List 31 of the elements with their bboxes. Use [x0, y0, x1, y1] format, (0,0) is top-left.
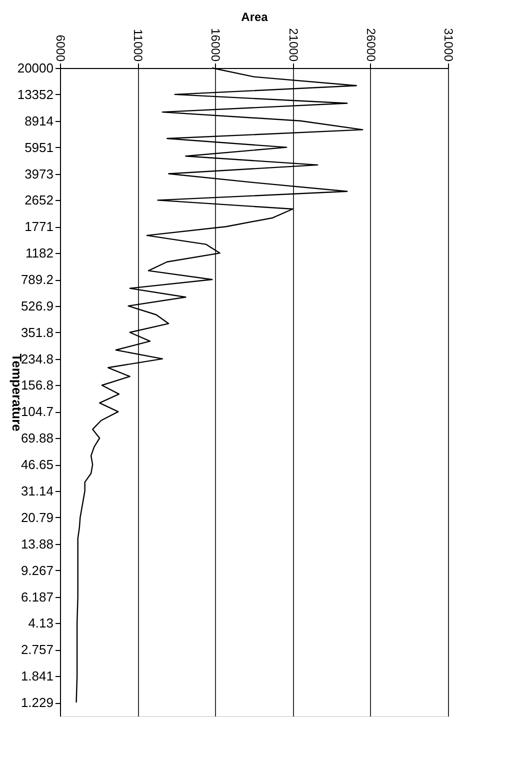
- y-tick-label: 1.841: [20, 668, 54, 684]
- y-tick-label: 8914: [24, 113, 54, 128]
- y-tick-label: 526.9: [20, 298, 54, 314]
- y-tick-label: 3973: [24, 166, 54, 182]
- y-tick-label: 2.757: [20, 642, 54, 658]
- x-axis-title: Area: [241, 10, 268, 24]
- y-tick-label: 1182: [26, 246, 54, 261]
- x-tick-label: 16000: [208, 28, 223, 62]
- y-tick-label: 13.88: [20, 536, 54, 552]
- y-tick-label: 156.8: [20, 378, 54, 393]
- y-tick-label: 69.88: [20, 430, 54, 446]
- x-tick-label: 21000: [286, 28, 300, 62]
- y-tick-label: 46.65: [20, 457, 54, 472]
- y-tick-label: 2652: [24, 192, 54, 208]
- x-tick-label: 31000: [442, 28, 456, 62]
- y-tick-label: 13352: [17, 86, 54, 102]
- y-tick-label: 1.229: [20, 695, 54, 710]
- y-tick-label: 5951: [24, 140, 54, 155]
- y-tick-label: 20.79: [20, 510, 54, 525]
- y-tick-label: 351.8: [20, 324, 54, 340]
- y-tick-label: 4.13: [28, 616, 54, 631]
- y-tick-label: 1771: [24, 219, 54, 234]
- y-tick-label: 20000: [17, 60, 54, 76]
- y-tick-label: 9.267: [20, 562, 54, 578]
- x-tick-label: 26000: [364, 28, 378, 62]
- y-tick-label: 6.187: [20, 589, 54, 604]
- x-tick-label: 11000: [131, 29, 146, 62]
- y-tick-label: 31.14: [20, 484, 54, 499]
- y-tick-label: 789.2: [20, 272, 54, 288]
- y-tick-label: 104.7: [20, 404, 54, 420]
- x-tick-label: 6000: [54, 34, 68, 62]
